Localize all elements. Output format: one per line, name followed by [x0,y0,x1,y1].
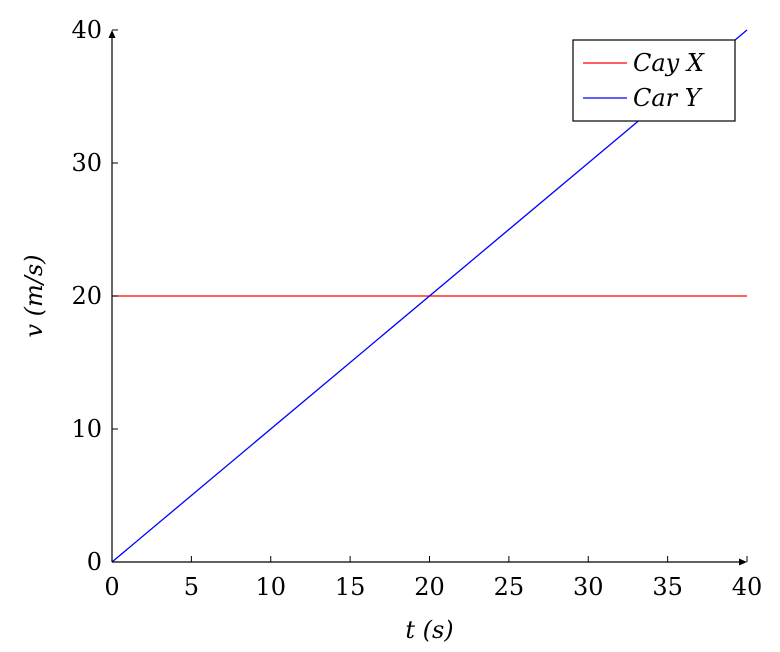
y-axis-label: v (m/s) [20,254,48,337]
x-tick-label: 5 [184,573,199,601]
x-tick-label: 0 [104,573,119,601]
x-tick-label: 25 [494,573,525,601]
y-tick-label: 30 [71,149,102,177]
legend-label-0: Cay X [633,49,705,77]
legend-box [572,39,736,122]
x-tick-label: 20 [414,573,445,601]
x-tick-label: 15 [335,573,366,601]
y-axis-arrow [108,30,116,38]
axes [108,30,747,566]
y-tick-label: 20 [71,282,102,310]
legend-label-1: Car Y [633,84,703,112]
legend: Cay X Car Y [572,39,736,122]
x-tick-label: 10 [255,573,286,601]
y-tick-label: 0 [87,548,102,576]
x-axis-label: t (s) [405,616,453,644]
x-tick-label: 40 [732,573,763,601]
x-tick-label: 30 [573,573,604,601]
ticks: 0 5 10 15 20 25 30 35 40 0 10 20 30 40 [71,16,762,601]
x-axis-arrow [739,558,747,566]
y-tick-label: 10 [71,415,102,443]
y-tick-label: 40 [71,16,102,44]
x-tick-label: 35 [652,573,683,601]
